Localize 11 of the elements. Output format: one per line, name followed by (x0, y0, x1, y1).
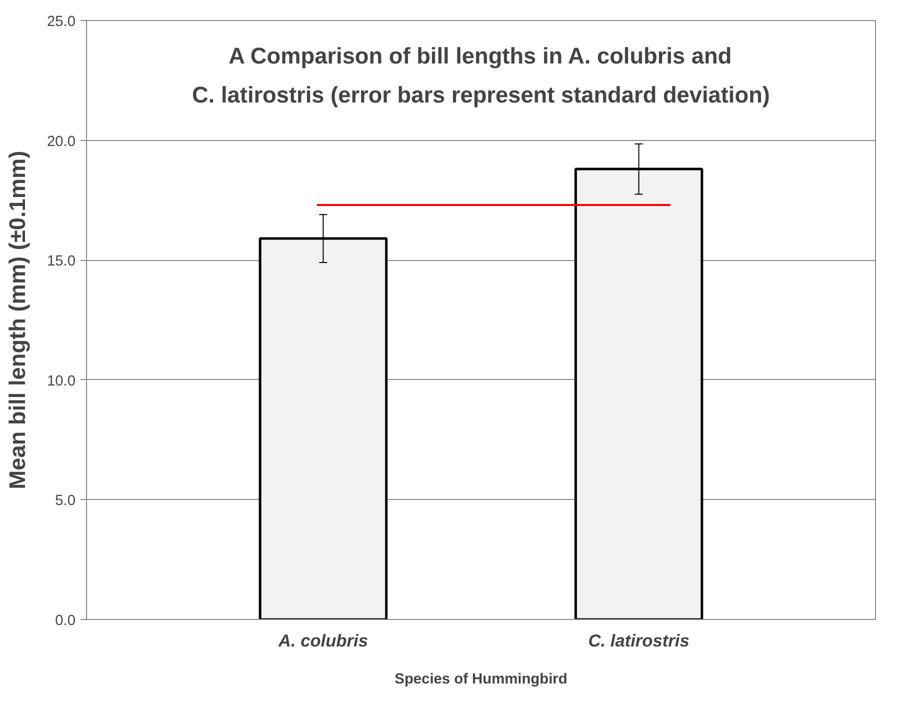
y-tick-label: 15.0 (46, 254, 76, 270)
y-axis-title: Mean bill length (mm) (±0.1mm) (4, 150, 30, 490)
y-tick-label: 10.0 (46, 373, 76, 390)
y-tick-label: 0.0 (55, 613, 76, 629)
y-tick-label: 5.0 (55, 493, 76, 510)
x-axis-title: Species of Hummingbird (394, 672, 568, 688)
text: A Comparison of bill lengths in A. colubris and C. latirostris (error bars represent standard deviation) (192, 42, 770, 108)
y-tick-label: 25.0 (46, 14, 76, 30)
y-tick-label: 20.0 (46, 134, 76, 150)
x-tick-label: A. colubris (277, 630, 368, 650)
x-tick-label: C. latirostris (588, 630, 690, 650)
